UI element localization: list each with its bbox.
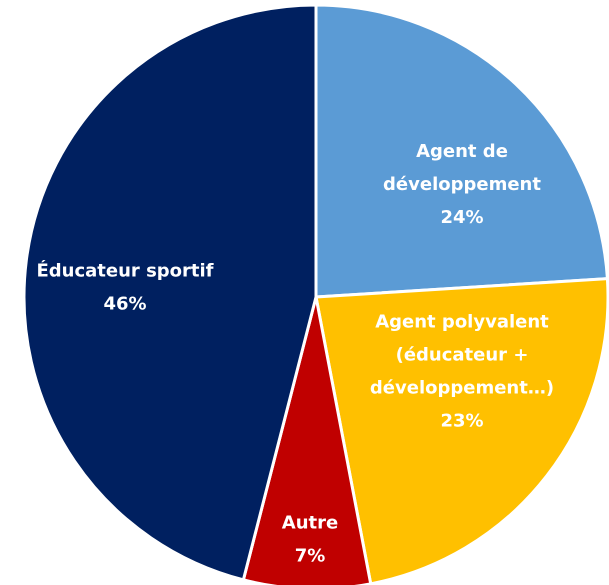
slice-label: Éducateur sportif	[36, 260, 213, 282]
slice-label: Agent polyvalent	[375, 312, 549, 333]
pie-slice	[22, 3, 318, 582]
value-label: 24%	[440, 207, 483, 228]
pie-slice	[314, 3, 609, 299]
value-label: 46%	[103, 294, 146, 315]
slice-label: développement…)	[370, 378, 554, 399]
slice-label: (éducateur +	[396, 345, 529, 366]
slice-label: développement	[383, 174, 541, 195]
value-label: 23%	[440, 411, 483, 432]
value-label: 7%	[295, 546, 326, 567]
pie-slice	[314, 277, 609, 585]
slice-label: Autre	[282, 513, 338, 534]
slice-label: Agent de	[416, 141, 508, 162]
